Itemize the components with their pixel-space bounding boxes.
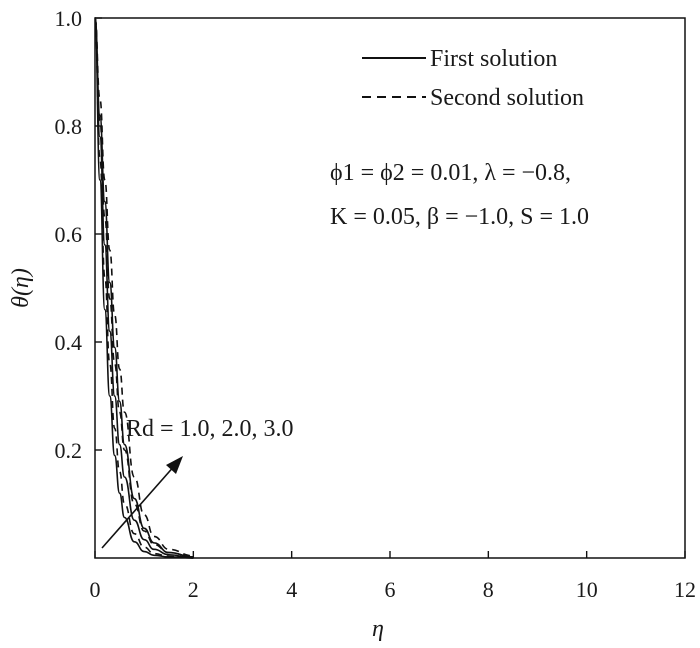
parameter-text-line2: K = 0.05, β = −1.0, S = 1.0 bbox=[330, 204, 589, 230]
curve-second-solution-rd-1 bbox=[94, 17, 194, 559]
x-tick-label: 2 bbox=[188, 577, 199, 602]
rd-arrow-head bbox=[166, 456, 183, 474]
x-tick-label: 0 bbox=[90, 577, 101, 602]
rd-annotation-text: Rd = 1.0, 2.0, 3.0 bbox=[126, 416, 294, 442]
curve-second-solution-rd-3 bbox=[94, 17, 194, 557]
x-axis-ticks bbox=[94, 551, 686, 558]
rd-arrow-shaft bbox=[101, 463, 177, 549]
curve-first-solution-rd-1 bbox=[94, 17, 194, 559]
curve-first-solution-rd-2 bbox=[94, 17, 194, 559]
y-tick-label: 0.2 bbox=[55, 438, 83, 463]
y-tick-labels: 0.2 0.4 0.6 0.8 1.0 bbox=[55, 6, 83, 463]
x-tick-label: 10 bbox=[576, 577, 598, 602]
legend-first-solution: First solution bbox=[430, 46, 557, 72]
x-tick-labels: 0 2 4 6 8 10 12 bbox=[90, 577, 697, 602]
rd-arrow bbox=[101, 456, 183, 549]
x-tick-label: 4 bbox=[286, 577, 297, 602]
y-tick-label: 0.4 bbox=[55, 330, 83, 355]
y-tick-label: 1.0 bbox=[55, 6, 83, 31]
parameter-text-line1: ϕ1 = ϕ2 = 0.01, λ = −0.8, bbox=[330, 160, 571, 186]
x-tick-label: 12 bbox=[674, 577, 696, 602]
legend-second-solution: Second solution bbox=[430, 85, 584, 111]
x-axis-label: η bbox=[372, 616, 384, 642]
curve-second-solution-rd-2 bbox=[94, 17, 194, 558]
y-axis-label: θ(η) bbox=[8, 268, 34, 308]
x-tick-label: 8 bbox=[483, 577, 494, 602]
x-tick-label: 6 bbox=[385, 577, 396, 602]
curve-first-solution-rd-3 bbox=[94, 17, 194, 558]
y-tick-label: 0.8 bbox=[55, 114, 83, 139]
y-tick-label: 0.6 bbox=[55, 222, 83, 247]
legend: First solution Second solution bbox=[362, 46, 584, 111]
plot-curves bbox=[94, 17, 194, 559]
plot-frame bbox=[94, 17, 686, 559]
